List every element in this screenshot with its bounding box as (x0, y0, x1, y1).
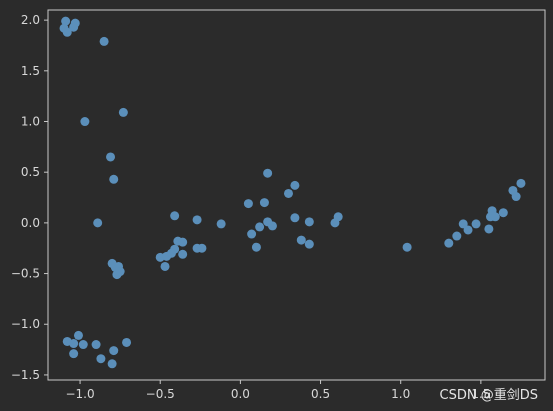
scatter-point (402, 242, 412, 252)
scatter-point (78, 340, 88, 350)
y-tick-label: −1.0 (11, 317, 40, 331)
scatter-point (516, 178, 526, 188)
scatter-point (290, 213, 300, 223)
data-points (59, 16, 526, 369)
scatter-point (452, 231, 462, 241)
scatter-point (96, 354, 106, 364)
scatter-point (259, 198, 269, 208)
x-tick-label: 1.5 (471, 387, 490, 401)
scatter-point (118, 107, 128, 117)
scatter-point (73, 330, 83, 340)
scatter-point (255, 222, 265, 232)
scatter-point (283, 188, 293, 198)
scatter-point (178, 249, 188, 259)
watermark: CSDN @重剑DS (440, 387, 538, 403)
x-tick-label: 0.0 (231, 387, 250, 401)
x-tick-label: 1.0 (391, 387, 410, 401)
scatter-point (444, 238, 454, 248)
scatter-point (69, 349, 79, 359)
scatter-point (91, 340, 101, 350)
scatter-point (122, 337, 132, 347)
scatter-point (109, 174, 119, 184)
scatter-point (458, 219, 468, 229)
y-axis: 2.0 1.5 1.0 0.5 0.0 −0.5 −1.0 −1.5 (11, 13, 48, 382)
scatter-point (304, 239, 314, 249)
y-tick-label: 1.5 (21, 64, 40, 78)
scatter-point (178, 237, 188, 247)
x-axis: −1.0 −0.5 0.0 0.5 1.0 1.5 (65, 380, 490, 401)
scatter-point (106, 152, 116, 162)
scatter-point (170, 211, 180, 221)
y-tick-label: −0.5 (11, 267, 40, 281)
scatter-point (263, 168, 273, 178)
y-tick-label: 1.0 (21, 115, 40, 129)
scatter-point (192, 215, 202, 225)
scatter-point (109, 346, 119, 356)
y-tick-label: 0.0 (21, 216, 40, 230)
x-tick-label: 0.5 (311, 387, 330, 401)
scatter-point (170, 244, 180, 254)
scatter-point (69, 339, 79, 349)
scatter-point (247, 229, 257, 239)
axes-frame (47, 9, 546, 381)
scatter-point (471, 219, 481, 229)
scatter-point (511, 192, 521, 202)
scatter-point (62, 27, 72, 37)
scatter-point (216, 219, 226, 229)
scatter-point (61, 16, 71, 26)
y-tick-label: −1.5 (11, 368, 40, 382)
scatter-point (290, 180, 300, 190)
x-tick-label: −0.5 (146, 387, 175, 401)
scatter-point (251, 242, 261, 252)
scatter-point (484, 224, 494, 234)
scatter-point (463, 225, 473, 235)
scatter-point (243, 199, 253, 209)
scatter-point (490, 212, 500, 222)
scatter-point (107, 359, 117, 369)
scatter-point (99, 36, 109, 46)
scatter-point (197, 243, 207, 253)
scatter-point (160, 261, 170, 271)
scatter-point (296, 235, 306, 245)
scatter-point (93, 218, 103, 228)
scatter-point (498, 208, 508, 218)
y-tick-label: 0.5 (21, 165, 40, 179)
scatter-point (304, 217, 314, 227)
scatter-point (333, 212, 343, 222)
scatter-point (267, 221, 277, 231)
scatter-point (80, 117, 90, 127)
scatter-point (69, 22, 79, 32)
y-tick-label: 2.0 (21, 13, 40, 27)
x-tick-label: −1.0 (65, 387, 94, 401)
scatter-point (112, 270, 122, 280)
